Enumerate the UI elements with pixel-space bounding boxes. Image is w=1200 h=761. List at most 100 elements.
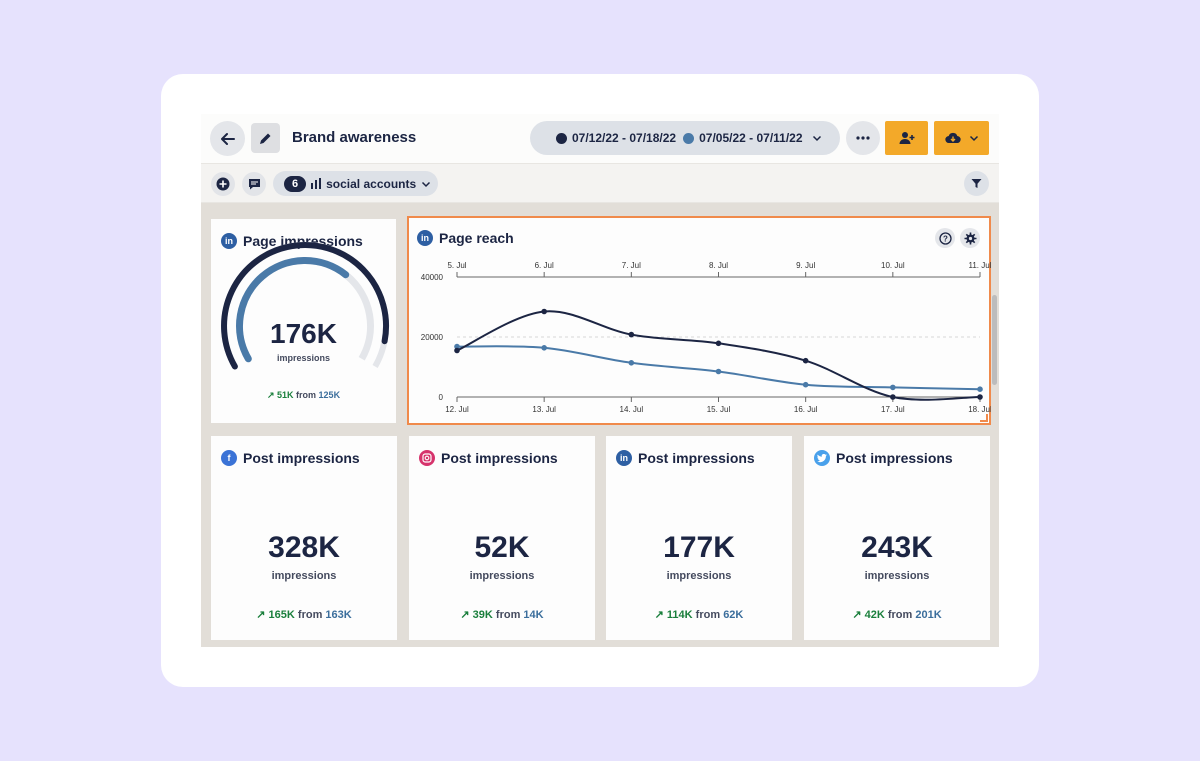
data-point-previous [715, 368, 722, 375]
data-point-current [541, 308, 547, 315]
post-impressions-value: 177K [663, 531, 735, 564]
post-impressions-value: 52K [474, 531, 530, 564]
add-widget-button[interactable] [211, 172, 235, 196]
post-impressions-trend: ↗ 42K from 201K [804, 608, 990, 621]
x-tick-label-previous: 9. Jul [796, 261, 815, 270]
card-title: in Post impressions [616, 450, 755, 466]
chevron-down-icon [812, 135, 821, 142]
x-tick-label-current: 12. Jul [445, 405, 469, 414]
trend-up-icon: ↗ [852, 609, 862, 621]
gauge-previous-arc [236, 257, 350, 363]
x-tick-label-previous: 7. Jul [622, 261, 641, 270]
data-point-previous [541, 345, 547, 351]
toolbar-divider [201, 202, 999, 203]
data-point-previous [454, 343, 460, 350]
trend-previous: 163K [325, 609, 352, 621]
linkedin-icon: in [417, 230, 433, 246]
help-button[interactable]: ? [935, 228, 955, 248]
pencil-icon [260, 133, 271, 144]
card-title-label: Post impressions [836, 450, 953, 466]
more-options-button[interactable] [846, 121, 880, 155]
card-title-label: Page impressions [243, 233, 363, 249]
post-impressions-trend: ↗ 165K from 163K [211, 608, 397, 621]
dashboard-app: Brand awareness 07/12/22 - 07/18/22 07/0… [201, 114, 999, 647]
trend-from: from [495, 609, 521, 621]
trend-up-icon: ↗ [654, 609, 664, 621]
trend-from: from [297, 609, 323, 621]
linkedin-icon: in [616, 450, 632, 466]
share-button[interactable] [885, 121, 928, 155]
page-reach-chart: 0 20000 40000 12. Jul 13. Jul 14. Jul 15. Jul 1… [421, 261, 991, 414]
trend-previous: 62K [723, 609, 744, 621]
post-impressions-card[interactable]: in Post impressions 177K impressions ↗ 1… [606, 436, 792, 640]
trend-previous: 201K [915, 609, 942, 621]
card-title: Post impressions [814, 450, 953, 466]
export-button[interactable] [934, 121, 989, 155]
scrollbar[interactable] [992, 295, 997, 385]
data-point-previous [628, 360, 635, 366]
x-tick-label-current: 13. Jul [532, 405, 556, 414]
cloud-download-icon [944, 132, 961, 144]
plus-icon [216, 177, 230, 191]
post-impressions-trend: ↗ 114K from 62K [606, 608, 792, 621]
date-range-selector[interactable]: 07/12/22 - 07/18/22 07/05/22 - 07/11/22 [530, 121, 840, 155]
x-tick-label-previous: 6. Jul [535, 261, 554, 270]
back-button[interactable] [210, 121, 245, 156]
help-icon: ? [938, 231, 952, 245]
chevron-down-icon [969, 135, 978, 142]
card-title-label: Post impressions [441, 450, 558, 466]
gauge [221, 241, 390, 370]
page-impressions-unit: impressions [276, 353, 331, 363]
y-tick-label: 20000 [421, 333, 444, 342]
post-impressions-unit: impressions [469, 570, 535, 582]
post-impressions-card[interactable]: f Post impressions 328K impressions ↗ 16… [211, 436, 397, 640]
social-accounts-selector[interactable]: 6 social accounts [273, 171, 438, 196]
comment-icon [248, 179, 260, 190]
page-reach-card[interactable]: in Page reach ? 0 20000 40000 12. Jul 13. Ju… [407, 216, 991, 425]
trend-change: 165K [268, 609, 295, 621]
dots-icon [856, 136, 870, 140]
x-tick-label-previous: 8. Jul [709, 261, 728, 270]
x-tick-label-previous: 5. Jul [447, 261, 466, 270]
post-impressions-card[interactable]: Post impressions 52K impressions ↗ 39K f… [409, 436, 595, 640]
date-previous-label: 07/05/22 - 07/11/22 [699, 131, 803, 145]
page-impressions-card[interactable]: in Page impressions 176K impressions ↗ 5… [211, 219, 396, 423]
edit-button[interactable] [251, 123, 280, 153]
card-title: f Post impressions [221, 450, 360, 466]
previous-period-dot [683, 132, 695, 144]
series-line-current [456, 310, 981, 401]
x-tick-label-current: 18. Jul [968, 405, 991, 414]
trend-change: 51K [277, 390, 294, 400]
accounts-count-badge: 6 [284, 175, 307, 192]
page-impressions-trend: ↗ 51K from 125K [211, 390, 396, 401]
accounts-label: social accounts [326, 176, 417, 191]
post-impressions-unit: impressions [271, 570, 337, 582]
data-point-previous [977, 386, 983, 392]
post-impressions-value: 328K [268, 531, 340, 564]
settings-button[interactable] [960, 228, 980, 248]
trend-up-icon: ↗ [460, 609, 470, 621]
trend-up-icon: ↗ [266, 390, 275, 400]
trend-from: from [695, 609, 721, 621]
resize-handle-icon[interactable] [980, 414, 988, 422]
trend-up-icon: ↗ [256, 609, 266, 621]
comment-button[interactable] [242, 172, 266, 196]
page-impressions-value: 176K [270, 318, 337, 349]
filter-icon [971, 179, 982, 188]
trend-previous: 125K [318, 390, 341, 400]
header: Brand awareness 07/12/22 - 07/18/22 07/0… [201, 114, 999, 164]
date-current: 07/12/22 - 07/18/22 [556, 131, 676, 145]
card-title-label: Post impressions [638, 450, 755, 466]
trend-from: from [887, 609, 913, 621]
add-user-icon [899, 132, 914, 144]
data-point-current [628, 331, 635, 338]
x-tick-label-current: 15. Jul [707, 405, 731, 414]
filter-button[interactable] [964, 171, 989, 196]
card-title-label: Post impressions [243, 450, 360, 466]
post-impressions-card[interactable]: Post impressions 243K impressions ↗ 42K … [804, 436, 990, 640]
card-title: Post impressions [419, 450, 558, 466]
current-period-dot [556, 132, 567, 144]
bar-chart-icon [311, 178, 322, 189]
data-point-previous [890, 384, 896, 391]
post-impressions-unit: impressions [864, 570, 930, 582]
